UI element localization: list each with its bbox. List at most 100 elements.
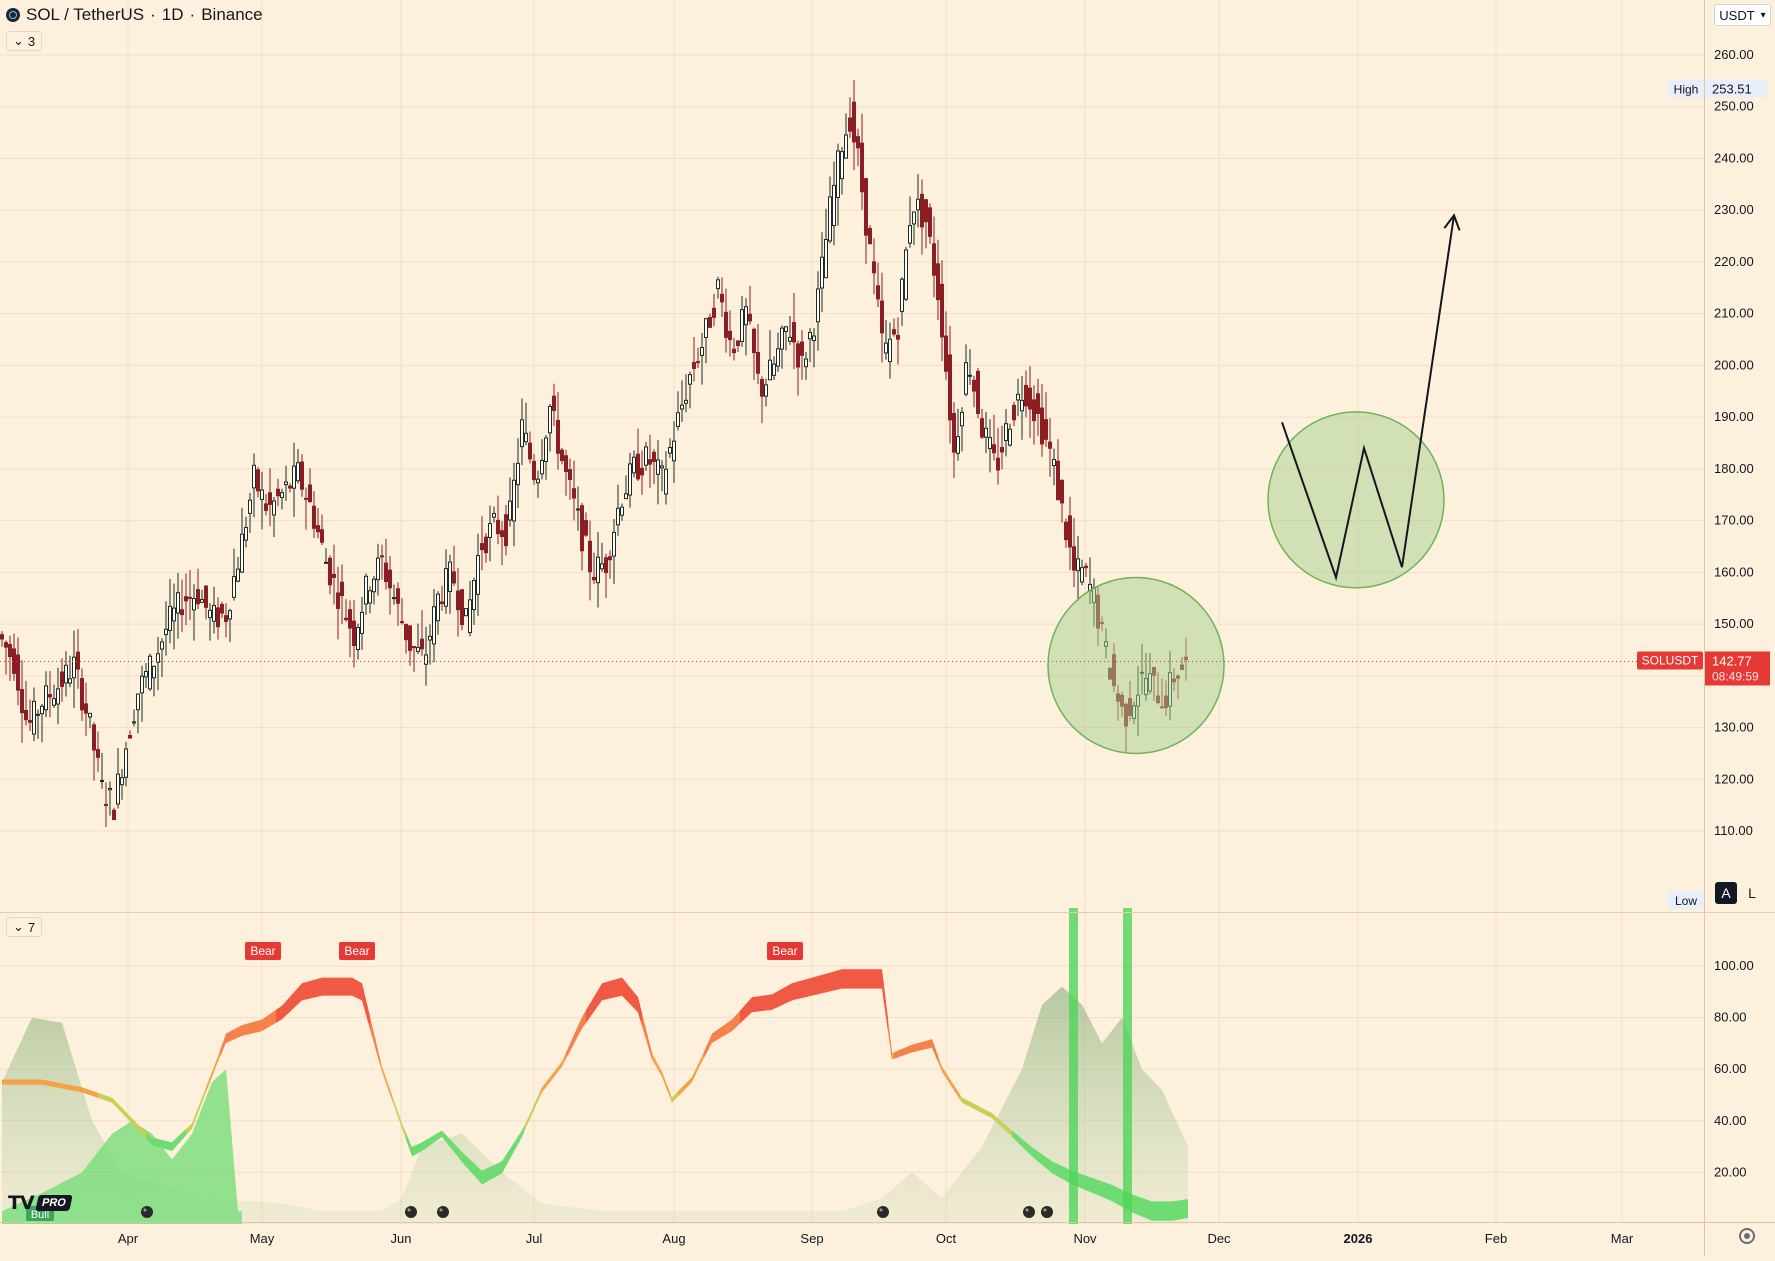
- oscillator-ribbon-segment: [1108, 1183, 1110, 1201]
- candle-body: [160, 641, 164, 650]
- candle-body: [388, 569, 392, 589]
- annotations[interactable]: [1047, 213, 1461, 755]
- oscillator-ribbon-segment: [166, 1140, 168, 1150]
- x-tick-label: Feb: [1485, 1231, 1507, 1246]
- oscillator-ribbon-segment: [84, 1087, 86, 1094]
- oscillator-ribbon-segment: [812, 977, 814, 996]
- oscillator-ribbon-segment: [466, 1155, 468, 1169]
- candle-body: [320, 529, 324, 543]
- candle-body: [924, 199, 928, 223]
- oscillator-ribbon-segment: [788, 984, 790, 1003]
- oscillator-ribbon-segment: [656, 1060, 658, 1070]
- oscillator-ribbon-segment: [598, 986, 600, 1007]
- log-scale-button[interactable]: L: [1748, 885, 1756, 901]
- oscillator-ribbon-segment: [56, 1082, 58, 1088]
- candle-body: [584, 520, 588, 536]
- candle-body: [1076, 558, 1080, 572]
- oscillator-ribbon-segment: [46, 1080, 48, 1086]
- oscillator-ribbon-segment: [376, 1041, 378, 1058]
- candle-body: [188, 596, 192, 599]
- y-tick-label: 150.00: [1714, 616, 1754, 631]
- candle-body: [248, 499, 252, 514]
- indicator-pane-toggle[interactable]: ⌄ 7: [6, 917, 43, 937]
- oscillator-ribbon-segment: [700, 1056, 702, 1066]
- oscillator-ribbon-segment: [158, 1138, 160, 1148]
- candle-body: [512, 479, 516, 522]
- auto-scale-button[interactable]: A: [1715, 882, 1737, 904]
- candle-body: [480, 543, 484, 551]
- oscillator-ribbon-segment: [250, 1022, 252, 1034]
- signal-bar: [1069, 908, 1078, 1224]
- candle-body: [536, 478, 540, 484]
- bull-badge-label: Bull: [31, 1209, 49, 1221]
- oscillator-ribbon-segment: [580, 1017, 582, 1033]
- candle-body: [784, 326, 788, 332]
- oscillator-ribbon-segment: [996, 1116, 998, 1124]
- oscillator-ribbon-segment: [856, 969, 858, 989]
- candle-body: [348, 609, 352, 629]
- oscillator-ribbon-segment: [736, 1012, 738, 1028]
- oscillator-ribbon-segment: [1008, 1127, 1010, 1135]
- candle-body: [748, 313, 752, 322]
- candle-body: [712, 307, 716, 318]
- oscillator-ribbon-segment: [782, 987, 784, 1006]
- bear-badge-bg: [339, 942, 375, 960]
- oscillator-ribbon-segment: [666, 1082, 668, 1093]
- oscillator-ribbon-segment: [170, 1141, 172, 1151]
- oscillator-ribbon-segment: [774, 992, 776, 1009]
- oscillator-ribbon-segment: [304, 982, 306, 1000]
- candle-body: [796, 343, 800, 368]
- oscillator-ribbon-segment: [696, 1064, 698, 1074]
- oscillator-ribbon-segment: [734, 1015, 736, 1030]
- oscillator-ribbon-segment: [952, 1082, 954, 1091]
- candle-body: [424, 654, 428, 665]
- oscillator-ribbon-segment: [268, 1014, 270, 1028]
- bear-badge-label: Bear: [250, 944, 275, 958]
- oscillator-ribbon-segment: [830, 972, 832, 992]
- candle-body: [676, 412, 680, 427]
- candle-body: [928, 207, 932, 237]
- highlight-circle[interactable]: [1267, 411, 1445, 589]
- oscillator-ribbon-segment: [820, 974, 822, 994]
- interval-label[interactable]: 1D: [161, 5, 184, 24]
- main-pane-toggle[interactable]: ⌄ 3: [6, 31, 43, 51]
- oscillator-ribbon-segment: [274, 1009, 276, 1025]
- oscillator-ribbon-segment: [390, 1089, 392, 1101]
- oscillator-ribbon-segment: [442, 1130, 444, 1140]
- w-pattern-arrow[interactable]: [1281, 215, 1455, 582]
- oscillator-ribbon-segment: [484, 1168, 486, 1184]
- oscillator-ribbon-segment: [190, 1123, 192, 1131]
- candle-body: [516, 462, 520, 486]
- candle-body: [992, 444, 996, 454]
- candle-body: [1032, 399, 1036, 422]
- oscillator-ribbon-segment: [1042, 1154, 1044, 1167]
- currency-selector[interactable]: USDT ▾: [1714, 4, 1771, 26]
- oscillator-ribbon-segment: [204, 1087, 206, 1098]
- candle-body: [260, 489, 264, 500]
- oscillator-ribbon-segment: [660, 1068, 662, 1077]
- oscillator-ribbon-segment: [1112, 1184, 1114, 1203]
- oscillator-ribbon-segment: [888, 1019, 890, 1047]
- bear-signal-badge: Bear: [339, 942, 375, 960]
- highlight-circle[interactable]: [1047, 576, 1225, 755]
- y-tick-label: 170.00: [1714, 513, 1754, 528]
- candle-body: [872, 261, 876, 274]
- oscillator-ribbon-segment: [1116, 1186, 1118, 1205]
- candle-body: [752, 328, 756, 354]
- oscillator-ribbon-segment: [150, 1135, 152, 1146]
- candle-body: [88, 712, 92, 718]
- candle-body: [916, 198, 920, 211]
- candle-body: [908, 225, 912, 244]
- oscillator-ribbon-segment: [1024, 1140, 1026, 1151]
- oscillator-ribbon-segment: [616, 978, 618, 998]
- oscillator-ribbon-segment: [542, 1084, 544, 1093]
- candle-body: [444, 568, 448, 607]
- oscillator-ribbon-segment: [810, 977, 812, 997]
- oscillator-ribbon-segment: [226, 1032, 228, 1043]
- oscillator-ribbon-segment: [1036, 1149, 1038, 1162]
- gear-icon[interactable]: [1739, 1228, 1755, 1244]
- symbol-name[interactable]: SOL / TetherUS: [26, 5, 145, 24]
- oscillator-ribbon-segment: [42, 1079, 44, 1086]
